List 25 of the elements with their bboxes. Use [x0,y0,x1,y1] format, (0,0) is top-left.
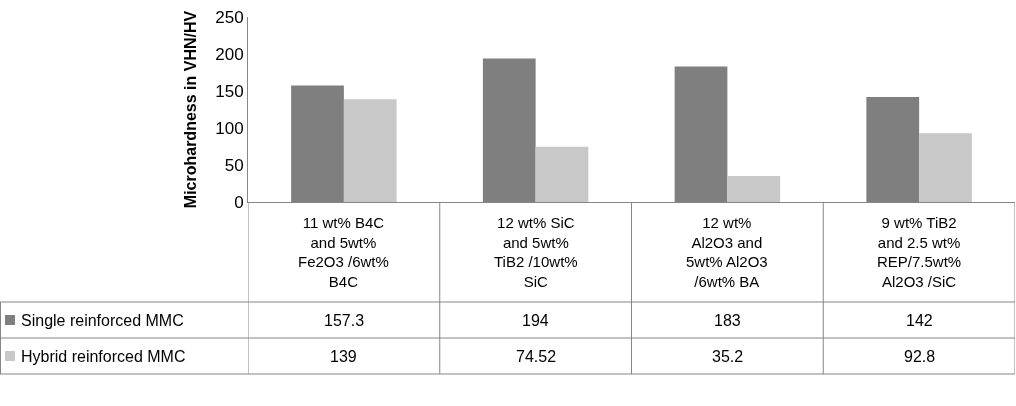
bar [343,99,397,202]
bar [919,133,972,202]
data-label: 142 [906,312,933,329]
data-label: 139 [330,348,357,365]
x-tick-label: 11 wt% B4C and 5wt% Fe2O3 /6wt% B4C [298,214,389,290]
data-label: 35.2 [712,348,744,365]
y-tick-label: 150 [215,81,244,101]
data-label: 92.8 [904,348,936,365]
y-tick-label: 200 [215,44,244,64]
data-label: 183 [714,312,741,329]
y-tick-label: 50 [224,155,244,175]
data-label: 194 [522,312,549,329]
y-axis-title: Microhardness in VHN/HV [182,10,200,209]
legend-label: Hybrid reinforced MMC [21,348,186,365]
y-tick-label: 0 [234,192,244,212]
y-tick-label: 250 [215,7,244,27]
data-label: 74.52 [516,348,557,365]
x-tick-label: 9 wt% TiB2 and 2.5 wt% REP/7.5wt% Al2O3 /SiC [877,214,962,290]
bar [535,146,589,202]
x-tick-label: 12 wt% SiC and 5wt% TiB2 /10wt% SiC [494,214,578,290]
bar [727,175,781,202]
legend-label: Single reinforced MMC [21,312,184,329]
data-label: 157.3 [324,312,365,329]
y-tick-label: 100 [215,118,244,138]
x-tick-label: 12 wt% Al2O3 and 5wt% Al2O3 /6wt% BA [686,214,768,290]
